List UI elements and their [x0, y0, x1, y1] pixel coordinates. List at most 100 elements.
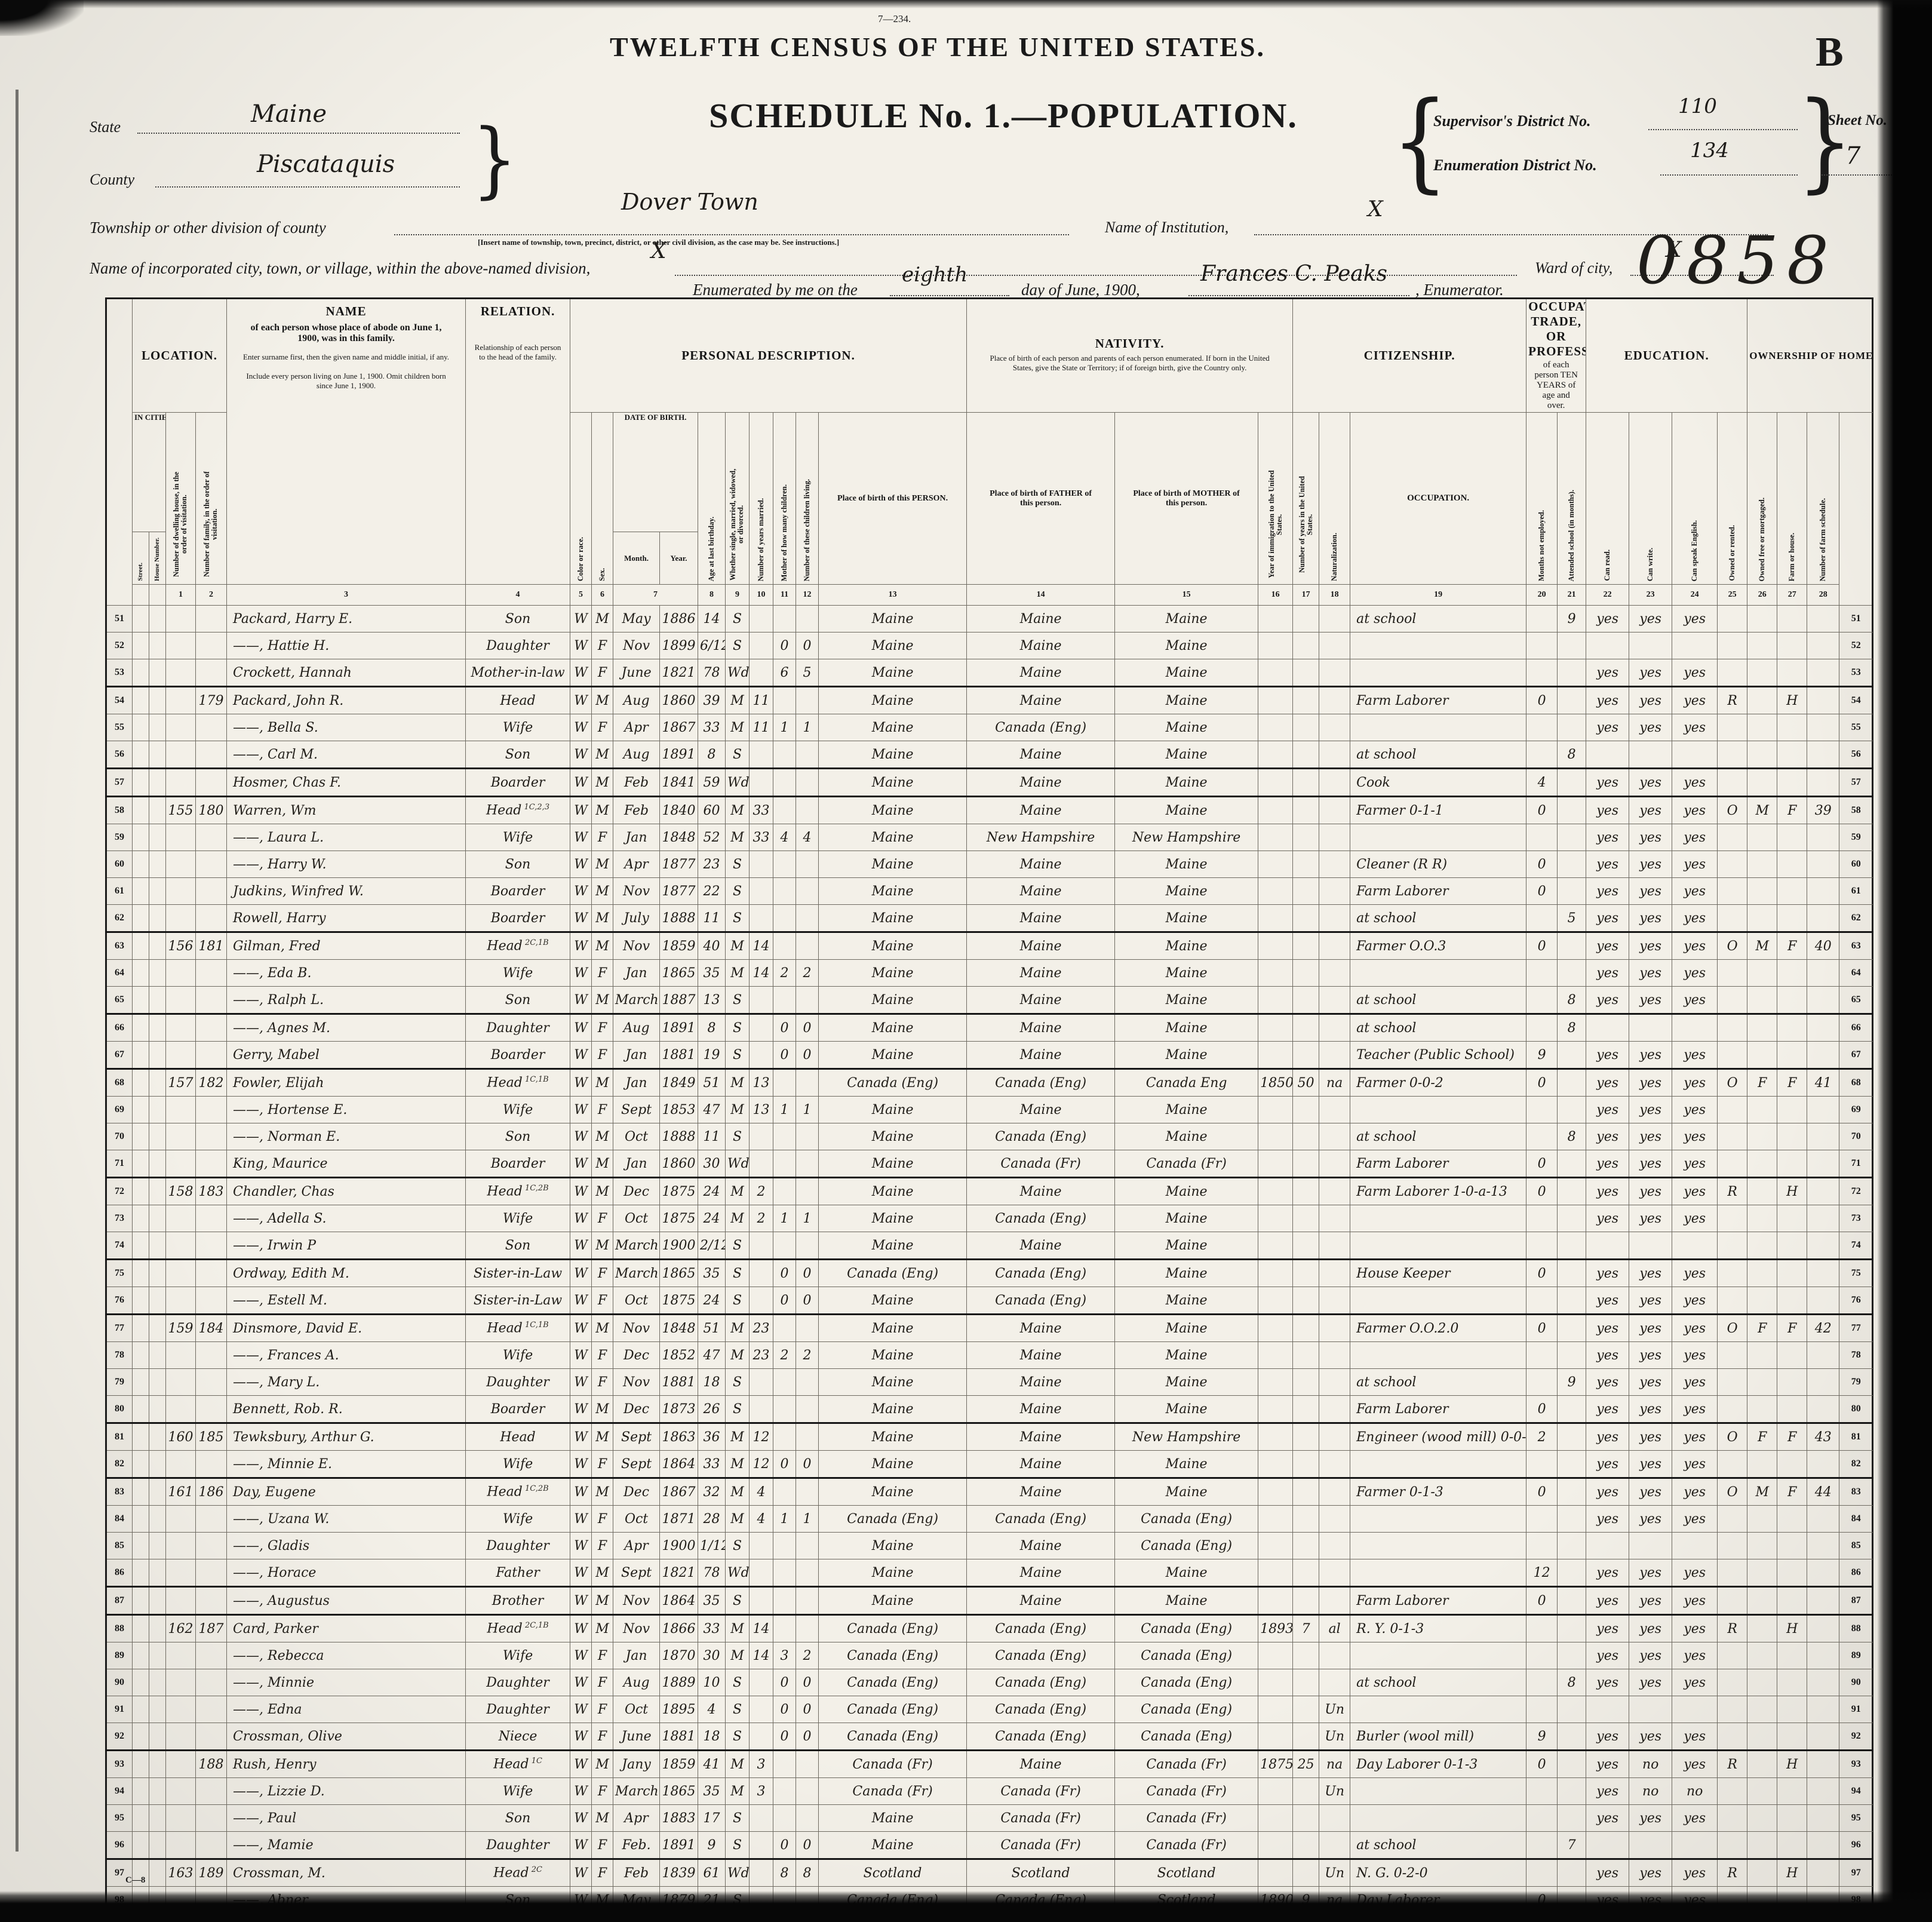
cell-birth-year: 1875	[659, 1287, 699, 1315]
cell-naturalization	[1319, 1422, 1351, 1451]
cell-house-number	[149, 1477, 166, 1506]
cell-sex: M	[591, 986, 614, 1014]
cell-immigration-year	[1258, 1422, 1294, 1451]
cell-can-speak-english: yes	[1672, 1642, 1718, 1669]
cell-birth-month: July	[613, 904, 661, 932]
cell-age: 60	[698, 796, 726, 824]
cell-can-speak-english: yes	[1672, 1614, 1718, 1642]
cell-owned-free-mortgaged	[1747, 659, 1778, 687]
table-row: 93 188 Rush, Henry Head 1C W M Jany 1859 41 M 3 Can…	[106, 1749, 1873, 1778]
cell-farm-or-house	[1777, 714, 1808, 741]
cell-family-number	[195, 1696, 228, 1723]
cell-age: 22	[698, 877, 726, 905]
cell-mother-of-children	[773, 1614, 797, 1642]
cell-relation: Wife	[465, 959, 571, 987]
cell-farm-schedule: 42	[1807, 1313, 1840, 1342]
cell-birthplace: Maine	[818, 1041, 967, 1069]
cell-name: Packard, Harry E.	[226, 605, 466, 633]
cell-farm-or-house	[1777, 1696, 1808, 1723]
cell-school-months	[1557, 1749, 1587, 1778]
cell-birth-year: 1864	[659, 1586, 699, 1615]
cell-children-living	[795, 1150, 819, 1178]
cell-occupation	[1350, 1642, 1527, 1669]
cell-can-write: yes	[1629, 1096, 1673, 1123]
cell-mother-of-children: 2	[773, 959, 797, 987]
cell-school-months	[1557, 1586, 1587, 1615]
cell-family-number	[195, 1232, 228, 1260]
cell-birth-year: 1867	[659, 1477, 699, 1506]
cell-birth-year: 1865	[659, 959, 699, 987]
row-number-right: 75	[1839, 1258, 1873, 1287]
cell-relation: Daughter	[465, 1368, 571, 1396]
institution-value: X	[1368, 197, 1383, 222]
cell-immigration-year	[1258, 1559, 1294, 1587]
cell-family-number	[195, 1532, 228, 1559]
cell-sex: F	[591, 1258, 614, 1287]
cell-naturalization	[1319, 1586, 1351, 1615]
cell-birthplace: Maine	[818, 767, 967, 797]
cell-children-living	[795, 1395, 819, 1423]
cell-farm-or-house	[1777, 824, 1808, 851]
cell-farm-schedule	[1807, 824, 1840, 851]
cell-birth-month: Sept	[613, 1096, 661, 1123]
cell-relation: Daughter	[465, 632, 571, 659]
cell-mother-birthplace: Maine	[1114, 1477, 1259, 1506]
cell-naturalization: Un	[1319, 1858, 1351, 1887]
cell-immigration-year	[1258, 605, 1294, 633]
cell-can-speak-english	[1672, 1831, 1718, 1859]
cell-farm-or-house: F	[1777, 1422, 1808, 1451]
cell-birth-year: 1848	[659, 1313, 699, 1342]
row-number-right: 83	[1839, 1477, 1873, 1506]
cell-can-speak-english: yes	[1672, 1205, 1718, 1232]
cell-farm-schedule	[1807, 1013, 1840, 1042]
cell-color: W	[570, 796, 592, 824]
ward-label: Ward of city,	[1535, 259, 1613, 277]
cell-can-write: yes	[1629, 796, 1673, 824]
cell-house-number	[149, 1177, 166, 1205]
col-owned-rented: Owned or rented.	[1717, 412, 1748, 585]
cell-farm-schedule	[1807, 1559, 1840, 1587]
cell-immigration-year	[1258, 1831, 1294, 1859]
cell-occupation	[1350, 1096, 1527, 1123]
cell-children-living: 2	[795, 1341, 819, 1369]
cell-can-read: yes	[1586, 714, 1630, 741]
row-number-right: 94	[1839, 1777, 1873, 1805]
row-number-left: 94	[106, 1777, 133, 1805]
table-row: 63 156 181 Gilman, Fred Head 2C,1B W M Nov 1859 4…	[106, 931, 1873, 960]
cell-dwelling-number	[165, 1723, 196, 1751]
cell-owned-rented: O	[1717, 1422, 1748, 1451]
cell-birth-year: 1873	[659, 1395, 699, 1423]
cell-color: W	[570, 877, 592, 905]
group-name: NAME of each person whose place of abode…	[226, 298, 466, 585]
cell-age: 35	[698, 1258, 726, 1287]
cell-color: W	[570, 1368, 592, 1396]
cell-father-birthplace: Maine	[966, 877, 1116, 905]
cell-dwelling-number	[165, 605, 196, 633]
cell-street	[132, 824, 149, 851]
cell-school-months: 8	[1557, 1669, 1587, 1696]
cell-children-living	[795, 686, 819, 714]
cell-mother-of-children	[773, 1422, 797, 1451]
cell-birth-month: Aug	[613, 686, 661, 714]
cell-color: W	[570, 959, 592, 987]
cell-years-married: 4	[749, 1477, 774, 1506]
col-years-married: Number of years married.	[749, 412, 774, 585]
cell-owned-free-mortgaged: F	[1747, 1422, 1778, 1451]
colnum: 3	[226, 584, 466, 606]
cell-occupation	[1350, 959, 1527, 987]
cell-can-read: yes	[1586, 1068, 1630, 1097]
col-age: Age at last birthday.	[698, 412, 726, 585]
cell-dwelling-number	[165, 1258, 196, 1287]
cell-occupation	[1350, 1232, 1527, 1260]
enumeration-value: 134	[1690, 139, 1729, 162]
cell-immigration-year	[1258, 767, 1294, 797]
cell-street	[132, 1096, 149, 1123]
row-number-left: 80	[106, 1395, 133, 1423]
cell-years-in-us	[1292, 1422, 1320, 1451]
cell-birth-month: Feb	[613, 767, 661, 797]
cell-months-unemployed: 0	[1526, 1258, 1558, 1287]
township-underline	[394, 234, 1069, 235]
cell-house-number	[149, 605, 166, 633]
cell-name: Dinsmore, David E.	[226, 1313, 466, 1342]
cell-occupation: Farmer O.O.3	[1350, 931, 1527, 960]
